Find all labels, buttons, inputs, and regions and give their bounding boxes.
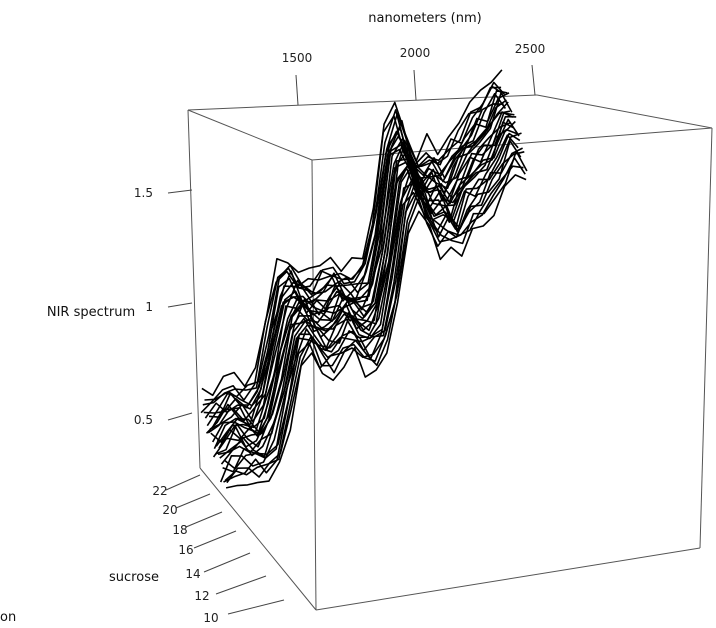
box-edge-back-right — [536, 94, 713, 129]
z-tick-mark — [165, 474, 201, 491]
z-tick-label: 22 — [152, 484, 167, 498]
x-tick-label: 2500 — [515, 42, 546, 56]
z-tick-mark — [185, 511, 223, 528]
z-tick-label: 16 — [178, 543, 193, 557]
x-tick-mark — [413, 69, 417, 101]
z-tick-label: 10 — [203, 611, 218, 625]
spectrum-line — [218, 118, 520, 449]
spectrum-line — [215, 115, 517, 447]
y-tick-label: 1 — [145, 300, 153, 314]
spectrum-line — [208, 92, 510, 418]
y-tick-label: 0.5 — [134, 413, 153, 427]
spectrum-line — [219, 132, 521, 459]
y-tick-mark — [167, 302, 193, 308]
spectrum-line — [207, 101, 509, 434]
x-tick-mark — [295, 74, 299, 106]
box-edge-front-vert — [311, 159, 317, 611]
spectrum-line — [201, 69, 503, 397]
z-axis-title: sucrose — [109, 570, 159, 585]
box-edge-front-bottom — [315, 547, 701, 611]
box-edge-left-vert — [187, 109, 201, 469]
y-tick-label: 1.5 — [134, 186, 153, 200]
x-tick-label: 1500 — [282, 51, 313, 65]
x-tick-label: 2000 — [400, 46, 431, 60]
z-tick-mark — [203, 552, 251, 573]
spectrum-line — [200, 86, 502, 414]
y-tick-mark — [167, 412, 193, 421]
spectrum-line — [220, 132, 522, 465]
spectrum-line — [223, 165, 524, 483]
box-edge-back-top — [187, 94, 538, 111]
z-tick-label: 18 — [172, 523, 187, 537]
z-tick-mark — [227, 599, 285, 615]
cropped-label-fragment: on — [0, 610, 16, 625]
spectrum-line — [212, 111, 514, 443]
box-edge-left-bottom — [199, 467, 317, 611]
spectrum-line — [219, 140, 522, 483]
spectrum-line — [204, 81, 506, 401]
axis-ticks: 1500 2000 2500 0.5 1 1.5 10 12 14 16 18 20 22 — [134, 42, 545, 625]
spectrum-line — [226, 150, 528, 484]
z-tick-mark — [215, 575, 267, 595]
x-axis-title: nanometers (nm) — [368, 11, 481, 26]
spectrum-line — [211, 91, 513, 430]
spectrum-line — [223, 151, 525, 470]
z-tick-label: 20 — [162, 503, 177, 517]
spectrum-line — [213, 112, 515, 450]
x-tick-mark — [531, 64, 536, 96]
y-tick-mark — [167, 189, 193, 194]
spectrum-line — [206, 89, 508, 427]
y-axis-title: NIR spectrum — [47, 305, 135, 320]
z-tick-label: 14 — [185, 567, 200, 581]
spectra-series — [200, 69, 528, 489]
box-edge-right-vert — [699, 127, 713, 549]
spectrum-line — [222, 147, 523, 473]
spectrum-line — [202, 85, 504, 406]
z-tick-label: 12 — [194, 589, 209, 603]
box-edge-front-top — [187, 109, 313, 161]
spectrum-line — [209, 110, 511, 430]
spectrum-line — [224, 157, 526, 482]
z-tick-mark — [175, 493, 211, 509]
z-tick-mark — [193, 530, 237, 549]
plot-box — [187, 94, 713, 611]
spectrum-line — [225, 174, 527, 489]
